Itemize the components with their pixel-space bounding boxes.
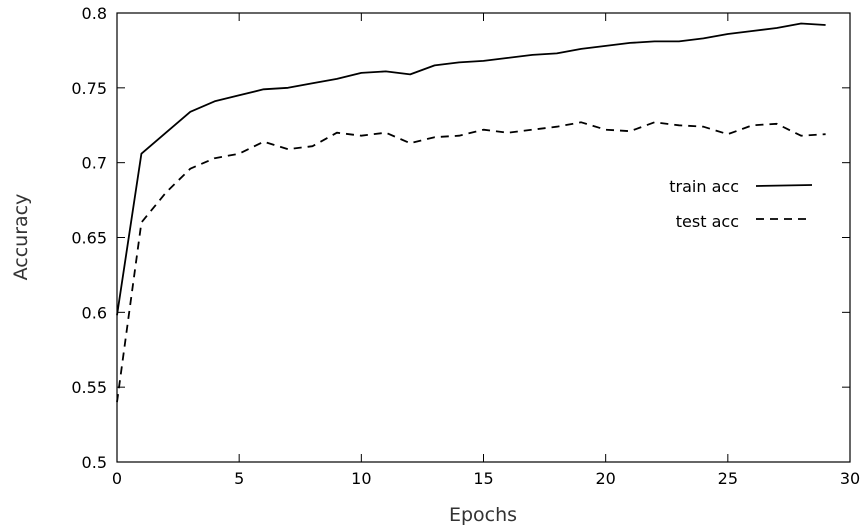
y-tick-label: 0.5 bbox=[82, 453, 107, 472]
legend-swatch-train-acc bbox=[755, 184, 813, 187]
x-tick-label: 0 bbox=[112, 469, 122, 488]
x-axis: 0 5 10 15 20 25 30 bbox=[112, 13, 860, 488]
series-line-test-acc bbox=[116, 121, 826, 403]
legend-label-test-acc: test acc bbox=[676, 212, 739, 231]
y-tick-label: 0.55 bbox=[71, 378, 107, 397]
x-tick-label: 30 bbox=[840, 469, 860, 488]
series-line-train-acc bbox=[116, 22, 826, 316]
y-tick-label: 0.6 bbox=[82, 303, 107, 322]
y-axis: 0.5 0.55 0.6 0.65 0.7 0.75 0.8 bbox=[71, 4, 850, 472]
legend-label-train-acc: train acc bbox=[669, 177, 739, 196]
x-tick-label: 20 bbox=[595, 469, 615, 488]
y-axis-label: Accuracy bbox=[10, 194, 32, 281]
legend: train acc test acc bbox=[669, 177, 813, 231]
y-tick-label: 0.75 bbox=[71, 79, 107, 98]
x-tick-label: 15 bbox=[473, 469, 493, 488]
y-tick-label: 0.7 bbox=[82, 154, 107, 173]
x-tick-label: 5 bbox=[234, 469, 244, 488]
y-tick-label: 0.8 bbox=[82, 4, 107, 23]
x-tick-label: 25 bbox=[718, 469, 738, 488]
x-tick-label: 10 bbox=[351, 469, 371, 488]
y-tick-label: 0.65 bbox=[71, 229, 107, 248]
x-axis-label: Epochs bbox=[449, 504, 517, 526]
series-layer bbox=[116, 22, 826, 403]
plot-area-frame bbox=[116, 12, 851, 463]
